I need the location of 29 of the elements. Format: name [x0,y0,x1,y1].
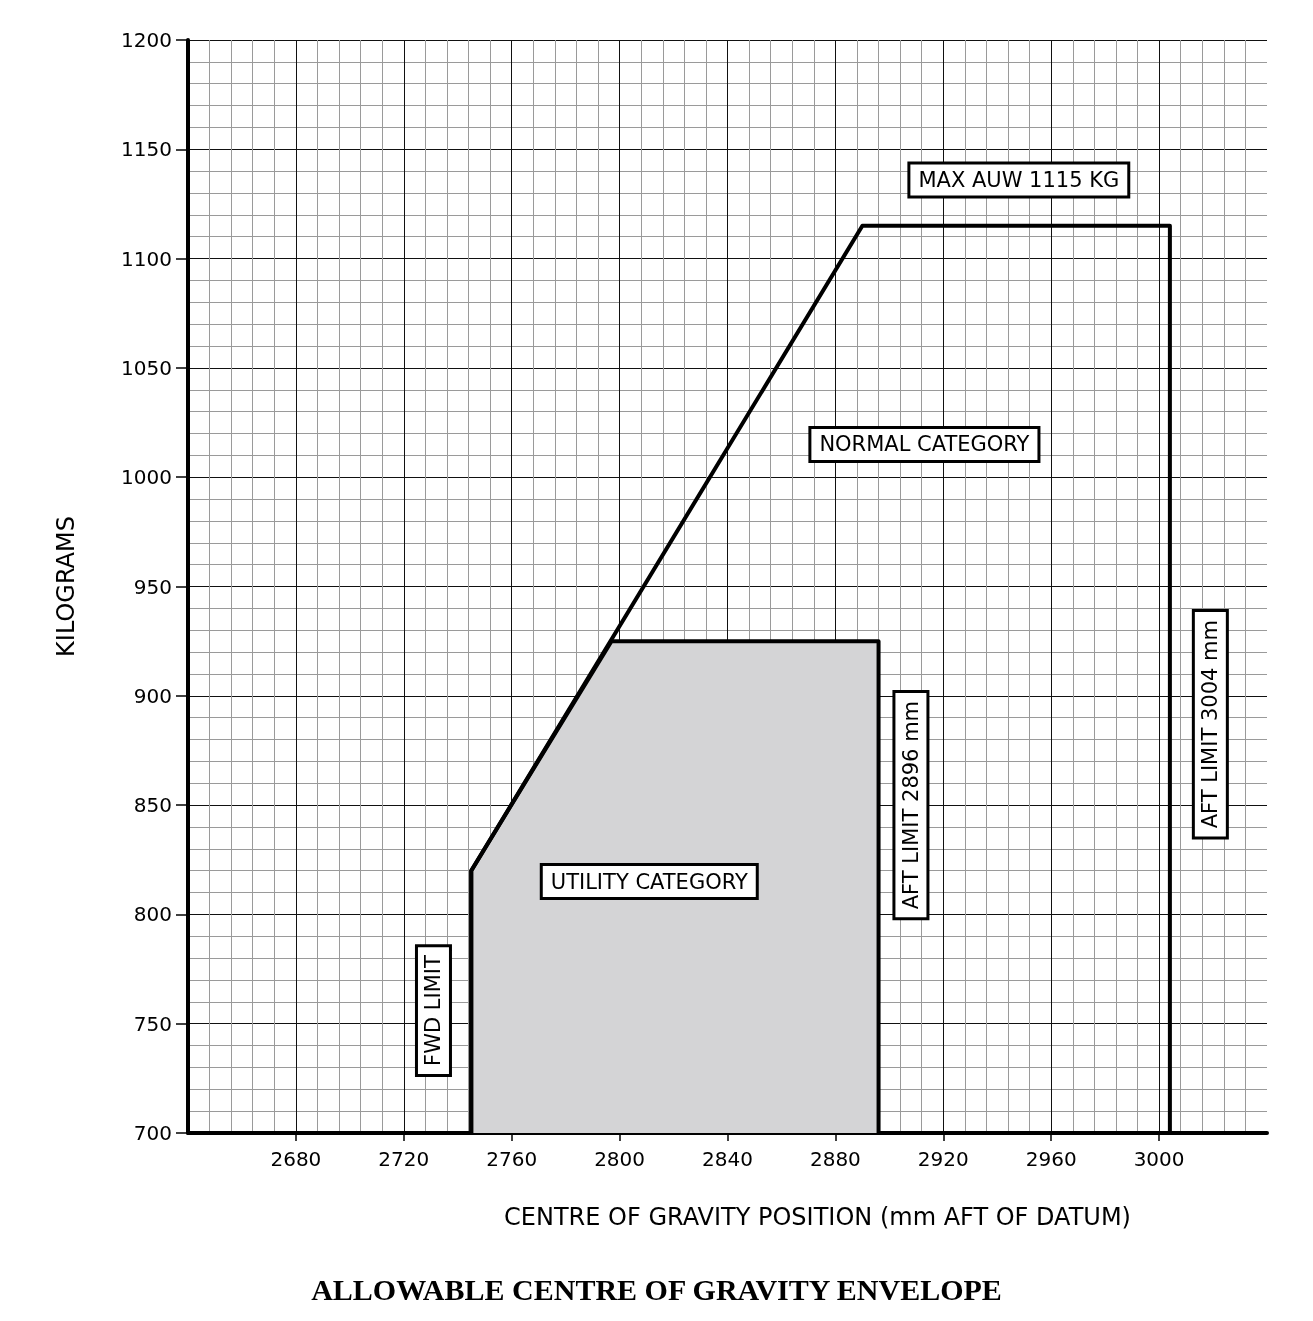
x-tick-label: 2800 [594,1147,646,1171]
x-tick-label: 3000 [1133,1147,1185,1171]
y-tick-label: 900 [133,683,172,708]
y-tick-label: 1200 [121,28,172,52]
y-tick-label: 850 [133,793,172,818]
x-tick-label: 2680 [270,1147,322,1171]
annotation: AFT LIMIT 3004 mm [1198,620,1223,829]
annotation: AFT LIMIT 2896 mm [898,700,923,910]
y-tick-label: 800 [133,902,172,927]
y-tick-label: 750 [133,1011,172,1036]
y-tick-label: 1000 [121,465,172,490]
y-tick-label: 1150 [121,137,172,162]
y-tick-label: 700 [133,1121,172,1145]
annotation: NORMAL CATEGORY [819,432,1030,457]
y-tick-label: 1050 [121,355,172,380]
annotation: FWD LIMIT [421,955,446,1066]
y-tick-label: 1100 [121,246,172,271]
x-tick-label: 2920 [917,1147,969,1171]
y-tick-label: 950 [133,574,172,599]
x-tick-label: 2720 [378,1147,430,1171]
annotation: MAX AUW 1115 KG [918,167,1120,192]
x-tick-label: 2880 [809,1147,861,1171]
x-tick-label: 2840 [702,1147,753,1171]
annotation: UTILITY CATEGORY [550,869,748,894]
x-axis-title: CENTRE OF GRAVITY POSITION (mm AFT OF DATUM) [504,1203,1131,1231]
y-axis-title: KILOGRAMS [52,516,80,657]
x-tick-label: 2960 [1025,1147,1077,1171]
text: ALLOWABLE CENTRE OF GRAVITY ENVELOPE [311,1272,1002,1306]
x-tick-label: 2760 [486,1147,538,1171]
